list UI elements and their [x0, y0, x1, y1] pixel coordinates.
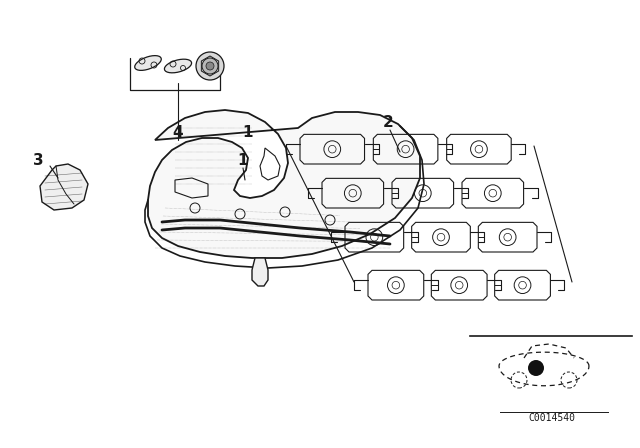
Text: C0014540: C0014540 — [529, 413, 575, 423]
Circle shape — [528, 360, 544, 376]
Text: 1: 1 — [243, 125, 253, 139]
Text: 1: 1 — [237, 152, 248, 168]
Circle shape — [196, 52, 224, 80]
Text: 2: 2 — [383, 115, 394, 129]
Polygon shape — [40, 164, 88, 210]
Polygon shape — [252, 258, 268, 286]
Circle shape — [206, 62, 214, 70]
Circle shape — [202, 58, 218, 74]
Polygon shape — [134, 56, 161, 70]
Text: 4: 4 — [173, 125, 183, 139]
Polygon shape — [148, 110, 420, 258]
Polygon shape — [164, 59, 191, 73]
Text: 3: 3 — [33, 152, 44, 168]
